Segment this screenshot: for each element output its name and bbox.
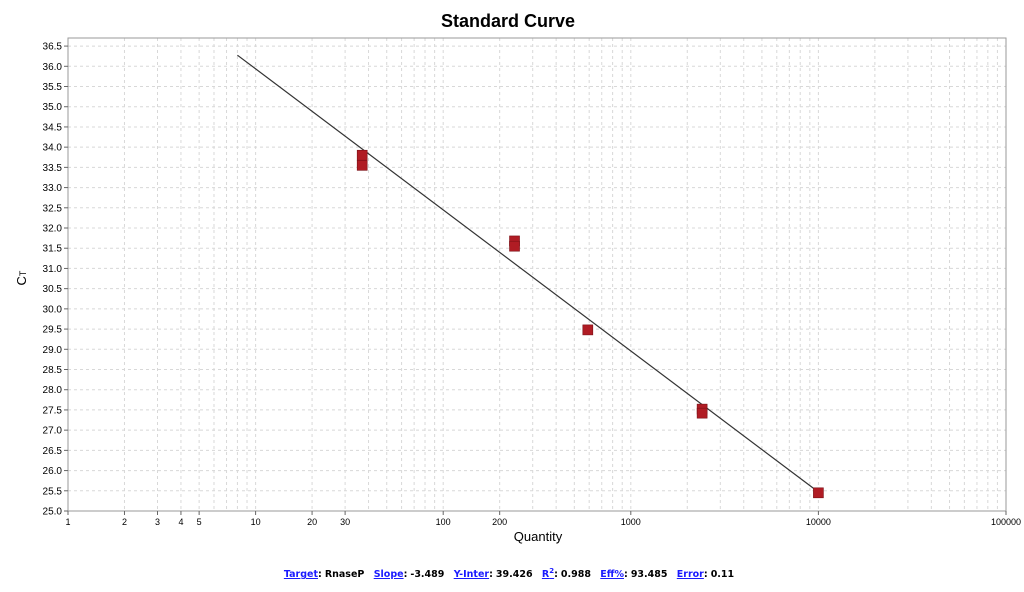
y-tick-label: 28.5 [43, 365, 63, 376]
y-tick-label: 35.5 [43, 82, 63, 93]
efficiency-link[interactable]: Eff% [600, 569, 624, 581]
efficiency-stat: Eff%: 93.485 [600, 569, 668, 581]
data-point[interactable] [356, 160, 368, 171]
target-stat: Target: RnaseP [283, 569, 365, 581]
y-tick-label: 36.5 [43, 42, 63, 53]
r-squared-superscript: 2 [549, 567, 555, 575]
slope-value: -3.489 [410, 569, 445, 581]
y-tick-label: 34.5 [43, 122, 63, 133]
slope-stat: Slope: -3.489 [373, 569, 445, 581]
x-tick-label: 10 [251, 517, 261, 527]
x-tick-label: 5 [197, 517, 202, 527]
y-tick-label: 35.0 [43, 102, 63, 113]
efficiency-value: 93.485 [630, 569, 668, 581]
data-point[interactable] [582, 324, 594, 336]
target-link[interactable]: Target [283, 569, 318, 581]
y-tick-label: 32.5 [43, 203, 63, 214]
y-intercept-stat: Y-Inter: 39.426 [453, 569, 533, 581]
x-tick-label: 1 [65, 517, 70, 527]
x-tick-label: 100 [436, 517, 451, 527]
y-axis-ticks: 25.0 25.5 26.0 26.5 27.0 27.5 28.0 28.5 29.0 29.5… [43, 42, 68, 518]
x-tick-label: 200 [492, 517, 507, 527]
chart-title: Standard Curve [441, 11, 575, 31]
y-tick-label: 33.5 [43, 163, 63, 174]
y-axis-label-sub: T [18, 270, 28, 276]
y-tick-label: 25.5 [43, 486, 63, 497]
y-tick-label: 29.5 [43, 325, 63, 336]
y-tick-label: 27.0 [43, 426, 63, 437]
y-tick-label: 34.0 [43, 143, 63, 154]
x-tick-label: 30 [340, 517, 350, 527]
data-point[interactable] [696, 407, 708, 419]
slope-link[interactable]: Slope [373, 569, 404, 581]
y-intercept-value: 39.426 [495, 569, 533, 581]
y-tick-label: 31.0 [43, 264, 63, 275]
r-squared-stat: R2: 0.988 [541, 567, 591, 581]
grid [68, 38, 1006, 512]
x-axis-ticks: 1 2 3 4 5 10 20 30 100 200 1000 10000 100000 [65, 511, 1021, 527]
data-points [356, 149, 824, 499]
data-point[interactable] [509, 240, 520, 252]
plot-area [67, 37, 1007, 512]
y-tick-label: 29.0 [43, 345, 63, 356]
y-tick-label: 32.0 [43, 224, 63, 235]
y-tick-label: 33.0 [43, 183, 63, 194]
y-tick-label: 26.5 [43, 446, 63, 457]
standard-curve-chart: Standard Curve 25.025.526.026.527.027.52… [14, 11, 1021, 544]
r-squared-label: R [541, 569, 550, 581]
curve-statistics: Target: RnaseP Slope: -3.489 Y-Inter: 39.42… [0, 567, 1024, 580]
x-tick-label: 2 [122, 517, 127, 527]
standard-curve-fit-line [237, 54, 819, 493]
x-tick-label: 1000 [621, 517, 641, 527]
y-tick-label: 36.0 [43, 62, 63, 73]
y-tick-label: 30.0 [43, 304, 63, 315]
x-tick-label: 10000 [806, 517, 831, 527]
y-tick-label: 31.5 [43, 244, 63, 255]
x-tick-label: 3 [155, 517, 160, 527]
x-axis-label: Quantity [514, 529, 563, 544]
y-tick-label: 25.0 [43, 507, 63, 518]
data-point[interactable] [356, 149, 368, 161]
y-intercept-link[interactable]: Y-Inter [453, 569, 490, 581]
y-tick-label: 26.0 [43, 466, 63, 477]
r-squared-link[interactable]: R2 [541, 567, 555, 581]
data-point[interactable] [813, 487, 824, 499]
y-tick-label: 30.5 [43, 284, 63, 295]
r-squared-value: 0.988 [560, 569, 591, 581]
error-stat: Error: 0.11 [676, 569, 735, 581]
y-tick-label: 27.5 [43, 405, 63, 416]
x-tick-label: 20 [307, 517, 317, 527]
error-link[interactable]: Error [676, 569, 704, 581]
error-value: 0.11 [710, 569, 735, 581]
target-value: RnaseP [324, 569, 365, 581]
x-tick-label: 100000 [991, 517, 1021, 527]
y-tick-label: 28.0 [43, 385, 63, 396]
x-tick-label: 4 [178, 517, 183, 527]
y-axis-label-main: C [14, 276, 29, 285]
y-axis-label: CT [14, 270, 29, 285]
